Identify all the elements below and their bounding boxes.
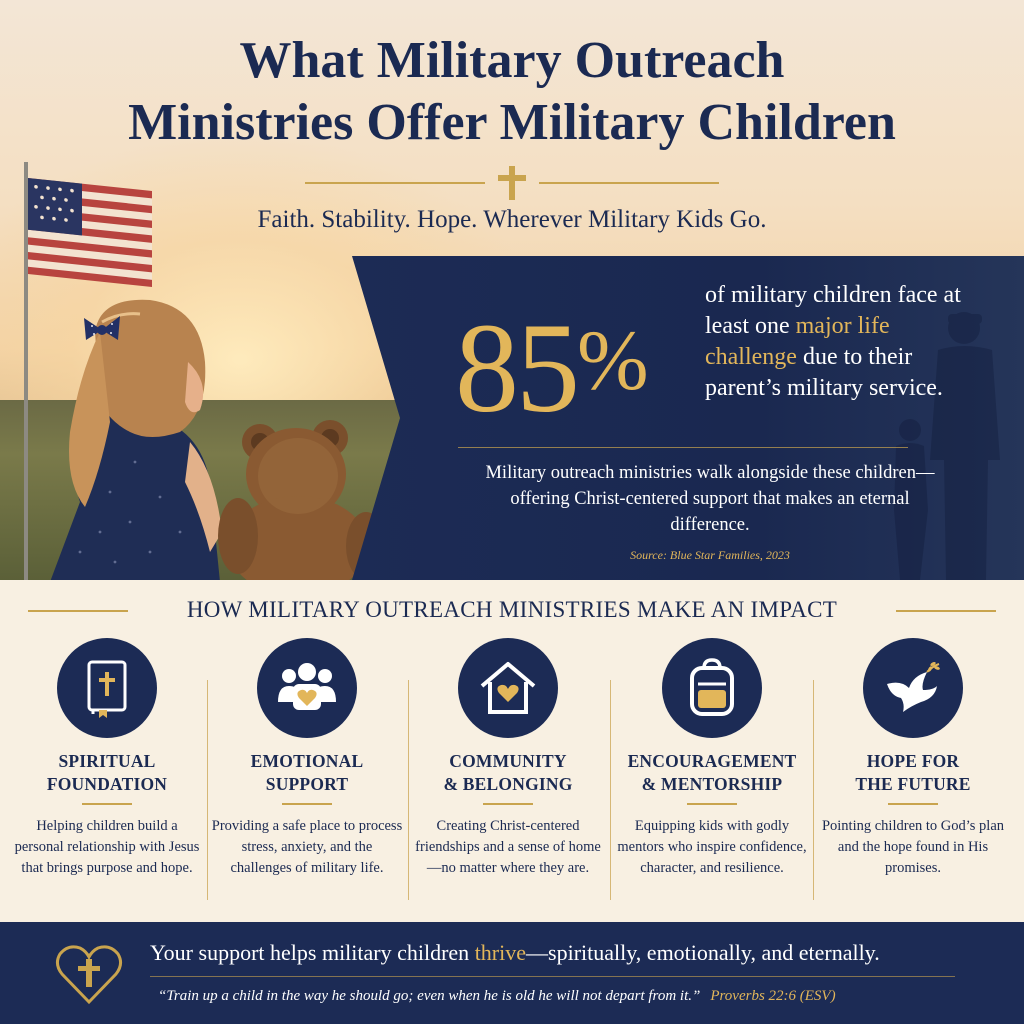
impact-heading: HOW MILITARY OUTREACH MINISTRIES MAKE AN…	[186, 597, 838, 622]
footer-text-before: Your support helps military children	[150, 940, 475, 965]
impact-title: SPIRITUAL FOUNDATION	[7, 750, 207, 796]
column-divider	[610, 680, 611, 900]
stat-description: of military children face at least one m…	[705, 280, 965, 404]
stat-unit: %	[577, 312, 649, 408]
heading-rule-left	[28, 610, 128, 612]
title-line: & MENTORSHIP	[641, 774, 783, 794]
footer-text-highlight: thrive	[474, 940, 527, 965]
stat-percentage: 85%	[455, 290, 695, 438]
title-line: ENCOURAGEMENT	[627, 751, 797, 771]
impact-description: Providing a safe place to process stress…	[211, 818, 403, 876]
stat-source: Source: Blue Star Families, 2023	[630, 548, 790, 562]
people-heart-icon	[257, 638, 357, 738]
title-rule	[82, 803, 132, 805]
backpack-icon	[662, 638, 762, 738]
title-line: FOUNDATION	[46, 774, 168, 794]
impact-section	[0, 580, 1024, 920]
impact-title: HOPE FOR THE FUTURE	[813, 750, 1013, 796]
title-line: SPIRITUAL	[58, 751, 156, 771]
impact-item-spiritual: SPIRITUAL FOUNDATION Helping children bu…	[7, 636, 207, 906]
impact-item-encouragement: ENCOURAGEMENT & MENTORSHIP Equipping kid…	[612, 636, 812, 906]
impact-description: Equipping kids with godly mentors who in…	[617, 818, 807, 876]
stat-text-highlight: major life challenge	[705, 313, 890, 370]
title-line: & BELONGING	[443, 774, 573, 794]
title-line: EMOTIONAL	[250, 751, 364, 771]
page-title: What Military Outreach Ministries Offer …	[0, 30, 1024, 154]
footer-message: Your support helps military children thr…	[150, 940, 1010, 966]
title-line-1: What Military Outreach	[239, 32, 785, 89]
family-silhouette	[894, 312, 1000, 580]
house-heart-icon	[458, 638, 558, 738]
impact-item-community: COMMUNITY & BELONGING Creating Christ-ce…	[408, 636, 608, 906]
impact-title: ENCOURAGEMENT & MENTORSHIP	[612, 750, 812, 796]
column-divider	[408, 680, 409, 900]
title-line-2: Ministries Offer Military Children	[128, 94, 896, 151]
stat-divider	[458, 447, 908, 448]
american-flag-icon	[28, 178, 152, 288]
title-line: THE FUTURE	[855, 774, 971, 794]
heading-rule-right	[896, 610, 996, 612]
cross-icon	[498, 166, 526, 200]
dove-icon	[863, 638, 963, 738]
bible-icon	[57, 638, 157, 738]
impact-title: COMMUNITY & BELONGING	[408, 750, 608, 796]
title-rule	[888, 803, 938, 805]
title-line: COMMUNITY	[449, 751, 567, 771]
stat-text-after: due to their parent’s military service.	[705, 344, 943, 401]
girl-silhouette	[50, 299, 222, 580]
quote-reference: Proverbs 22:6 (ESV)	[710, 988, 836, 1004]
title-rule	[687, 803, 737, 805]
impact-description: Creating Christ-centered friendships and…	[415, 818, 601, 876]
stat-text-before: of military children face at least one	[705, 282, 961, 339]
stat-panel	[352, 256, 1024, 580]
footer-text-after: —spiritually, emotionally, and eternally…	[526, 940, 880, 965]
title-line: SUPPORT	[265, 774, 349, 794]
column-divider	[207, 680, 208, 900]
footer-divider	[150, 976, 955, 977]
footer	[0, 922, 1024, 1024]
quote-text: “Train up a child in the way he should g…	[158, 988, 701, 1004]
heart-cross-icon	[55, 945, 123, 1005]
title-rule	[483, 803, 533, 805]
title-rule	[282, 803, 332, 805]
impact-description: Helping children build a personal relati…	[14, 818, 200, 876]
flagpole	[24, 162, 28, 580]
subtitle: Faith. Stability. Hope. Wherever Militar…	[257, 206, 767, 233]
impact-item-hope: HOPE FOR THE FUTURE Pointing children to…	[813, 636, 1013, 906]
stat-value: 85	[455, 297, 580, 439]
stat-body: Military outreach ministries walk alongs…	[485, 463, 935, 535]
column-divider	[813, 680, 814, 900]
footer-quote: “Train up a child in the way he should g…	[158, 988, 1008, 1005]
impact-item-emotional: EMOTIONAL SUPPORT Providing a safe place…	[207, 636, 407, 906]
impact-title: EMOTIONAL SUPPORT	[207, 750, 407, 796]
title-line: HOPE FOR	[866, 751, 960, 771]
impact-description: Pointing children to God’s plan and the …	[821, 818, 1005, 876]
title-divider	[305, 166, 719, 200]
